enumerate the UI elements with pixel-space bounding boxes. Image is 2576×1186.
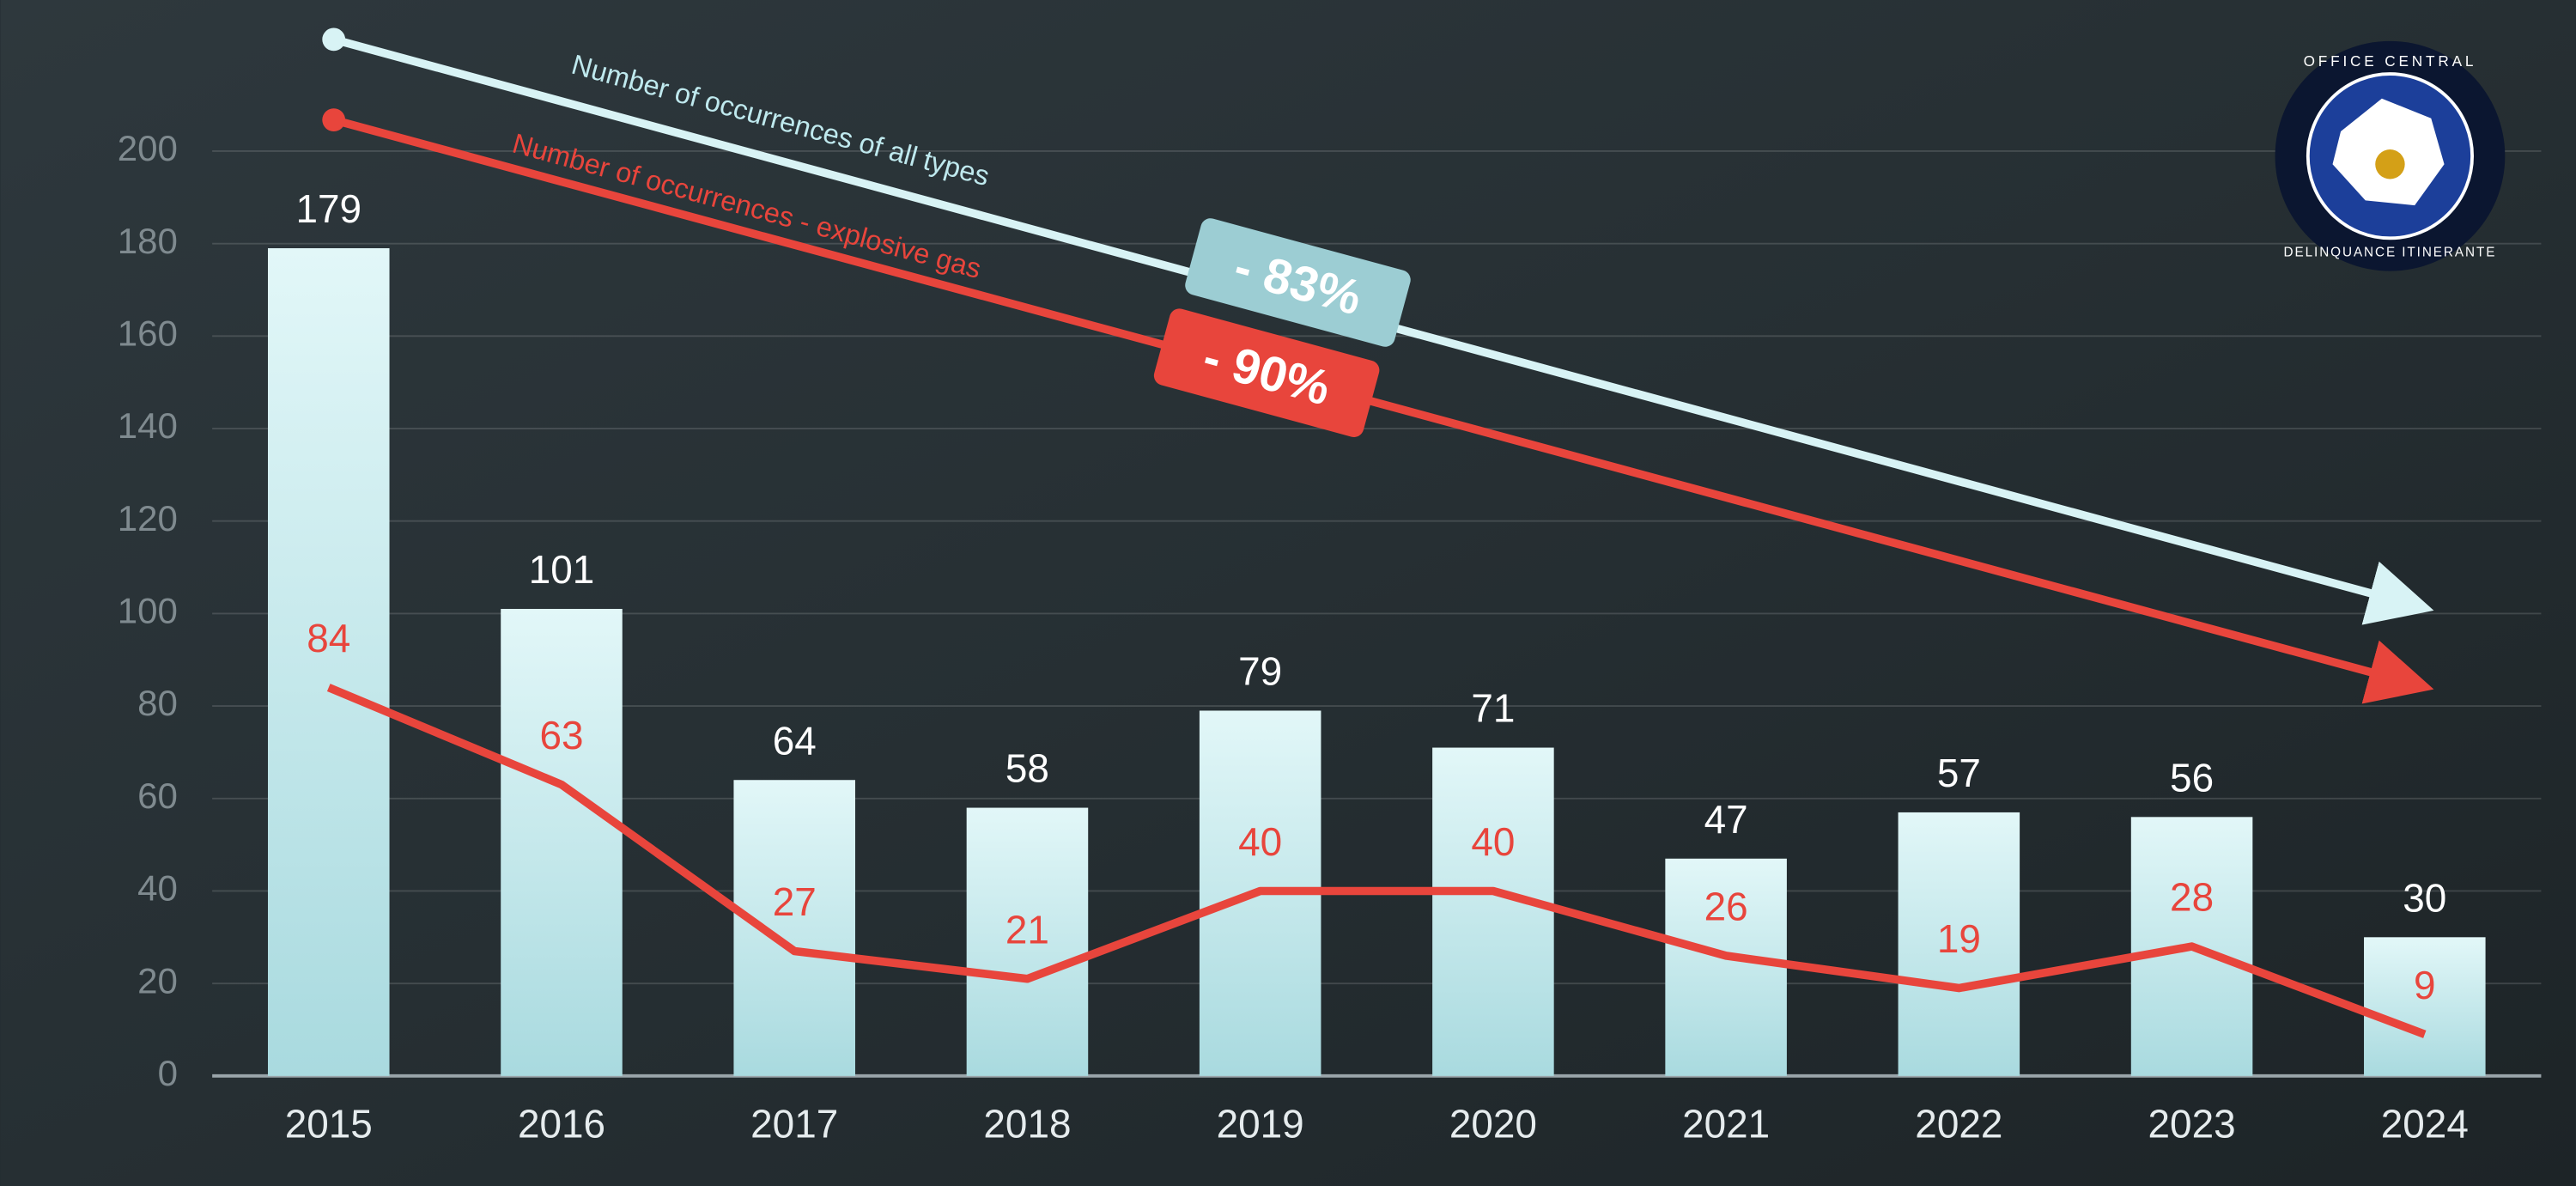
- data-label: 63: [539, 713, 583, 757]
- data-label: 40: [1238, 819, 1282, 864]
- arrow-start: [322, 108, 346, 132]
- y-tick-label: 200: [118, 128, 178, 168]
- bar: [733, 780, 855, 1076]
- y-tick-label: 80: [137, 683, 178, 723]
- trend-arrow: [332, 116, 2434, 704]
- y-tick-label: 140: [118, 405, 178, 446]
- logo-text: DELINQUANCE ITINERANTE: [2284, 246, 2497, 260]
- line: [326, 684, 2427, 1038]
- data-label: 101: [529, 547, 595, 592]
- logo-emblem: [2375, 149, 2405, 179]
- data-label: 26: [1704, 884, 1748, 928]
- bar: [1432, 747, 1554, 1076]
- data-label: 179: [295, 186, 361, 231]
- data-label: 28: [2170, 875, 2214, 920]
- data-label: 84: [307, 616, 350, 660]
- data-label: 27: [773, 879, 817, 924]
- data-label: 9: [2414, 963, 2436, 1007]
- data-label: 58: [1005, 746, 1049, 791]
- x-tick-label: 2015: [285, 1101, 373, 1146]
- x-tick-label: 2022: [1915, 1101, 2002, 1146]
- y-tick-label: 40: [137, 868, 178, 909]
- data-label: 47: [1704, 797, 1748, 842]
- data-label: 19: [1937, 916, 1981, 961]
- y-tick-label: 100: [118, 591, 178, 631]
- bar: [2364, 937, 2486, 1076]
- x-tick-label: 2024: [2381, 1101, 2469, 1146]
- badge: [1153, 308, 1380, 437]
- data-label: 71: [1471, 686, 1515, 731]
- bar: [501, 609, 623, 1076]
- bar: [1898, 812, 2020, 1076]
- logo: OFFICE CENTRAL DELINQUANCE ITINERANTE: [2275, 40, 2506, 271]
- data-label: 21: [1005, 907, 1049, 952]
- arrow-start: [322, 27, 346, 52]
- x-tick-label: 2016: [518, 1101, 605, 1146]
- data-label: 57: [1937, 751, 1981, 795]
- x-tick-label: 2021: [1682, 1101, 1770, 1146]
- data-label: 56: [2170, 755, 2214, 800]
- line-layer: 84 63 27 21 40 40 26 19 28 9: [307, 616, 2436, 1038]
- data-label: 40: [1471, 819, 1515, 864]
- y-tick-label: 120: [118, 498, 178, 538]
- data-label: 79: [1238, 649, 1282, 694]
- y-tick-label: 160: [118, 313, 178, 353]
- y-tick-label: 180: [118, 221, 178, 261]
- badge: [1185, 218, 1411, 347]
- bars: 179 101 64 58 79 71 47 57 56 30: [267, 186, 2486, 1076]
- bar: [1665, 858, 1787, 1076]
- x-tick-label: 2023: [2148, 1101, 2236, 1146]
- logo-text: OFFICE CENTRAL: [2304, 52, 2477, 70]
- bar: [966, 807, 1089, 1076]
- data-label: 30: [2403, 875, 2446, 920]
- bar: [267, 248, 390, 1076]
- x-tick-label: 2019: [1217, 1101, 1304, 1146]
- y-tick-label: 20: [137, 960, 178, 1000]
- y-tick-label: 60: [137, 775, 178, 816]
- x-tick-label: 2020: [1449, 1101, 1537, 1146]
- y-tick-label: 0: [158, 1053, 178, 1093]
- data-label: 64: [773, 718, 817, 763]
- x-tick-label: 2018: [983, 1101, 1071, 1146]
- x-tick-label: 2017: [750, 1101, 838, 1146]
